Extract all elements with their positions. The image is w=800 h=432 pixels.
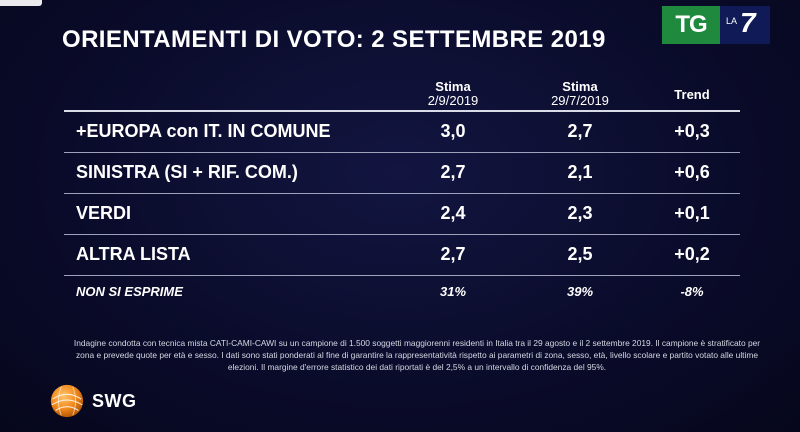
row-label: +EUROPA con IT. IN COMUNE xyxy=(76,121,331,141)
row-label: NON SI ESPRIME xyxy=(76,284,183,299)
value-current: 2,7 xyxy=(440,162,466,182)
value-previous: 2,1 xyxy=(567,162,593,182)
table-row: VERDI 2,4 2,3 +0,1 xyxy=(64,194,740,235)
corner-tab xyxy=(0,0,42,6)
header-stima-current: Stima 2/9/2019 xyxy=(408,80,498,108)
value-current: 2,4 xyxy=(440,203,466,223)
table-row: +EUROPA con IT. IN COMUNE 3,0 2,7 +0,3 xyxy=(64,112,740,153)
value-trend: +0,3 xyxy=(674,121,710,141)
value-trend: +0,1 xyxy=(674,203,710,223)
value-previous: 2,3 xyxy=(567,203,593,223)
methodology-footnote: Indagine condotta con tecnica mista CATI… xyxy=(73,338,761,372)
row-label: SINISTRA (SI + RIF. COM.) xyxy=(76,162,298,182)
table-row: SINISTRA (SI + RIF. COM.) 2,7 2,1 +0,6 xyxy=(64,153,740,194)
tg-la7-logo: TG LA 7 xyxy=(662,6,770,44)
value-current: 31% xyxy=(439,284,467,299)
value-trend: -8% xyxy=(680,284,704,299)
header-label: Stima xyxy=(562,79,598,94)
value-previous: 2,7 xyxy=(567,121,593,141)
header-trend: Trend xyxy=(652,88,732,102)
value-current: 3,0 xyxy=(440,121,466,141)
tg-logo-part: TG xyxy=(662,6,720,44)
row-label: ALTRA LISTA xyxy=(76,244,191,264)
value-trend: +0,2 xyxy=(674,244,710,264)
poll-table: Stima 2/9/2019 Stima 29/7/2019 Trend +EU… xyxy=(64,76,740,306)
swg-brand-name: SWG xyxy=(92,390,137,411)
value-previous: 2,5 xyxy=(567,244,593,264)
value-trend: +0,6 xyxy=(674,162,710,182)
header-date: 29/7/2019 xyxy=(551,93,609,108)
seven-label: 7 xyxy=(740,7,756,38)
table-row: ALTRA LISTA 2,7 2,5 +0,2 xyxy=(64,235,740,276)
value-current: 2,7 xyxy=(440,244,466,264)
table-row-non-si-esprime: NON SI ESPRIME 31% 39% -8% xyxy=(64,276,740,306)
page-title: ORIENTAMENTI DI VOTO: 2 SETTEMBRE 2019 xyxy=(62,26,606,53)
swg-logo: SWG xyxy=(48,382,137,420)
la7-logo-part: LA 7 xyxy=(720,6,770,44)
header-label: Trend xyxy=(674,87,710,102)
la-label: LA xyxy=(726,16,738,26)
header-date: 2/9/2019 xyxy=(427,93,479,108)
header-stima-previous: Stima 29/7/2019 xyxy=(530,80,630,108)
table-header: Stima 2/9/2019 Stima 29/7/2019 Trend xyxy=(64,76,740,112)
header-label: Stima xyxy=(435,79,471,94)
swg-globe-icon xyxy=(50,384,84,418)
value-previous: 39% xyxy=(566,284,594,299)
row-label: VERDI xyxy=(76,203,132,223)
